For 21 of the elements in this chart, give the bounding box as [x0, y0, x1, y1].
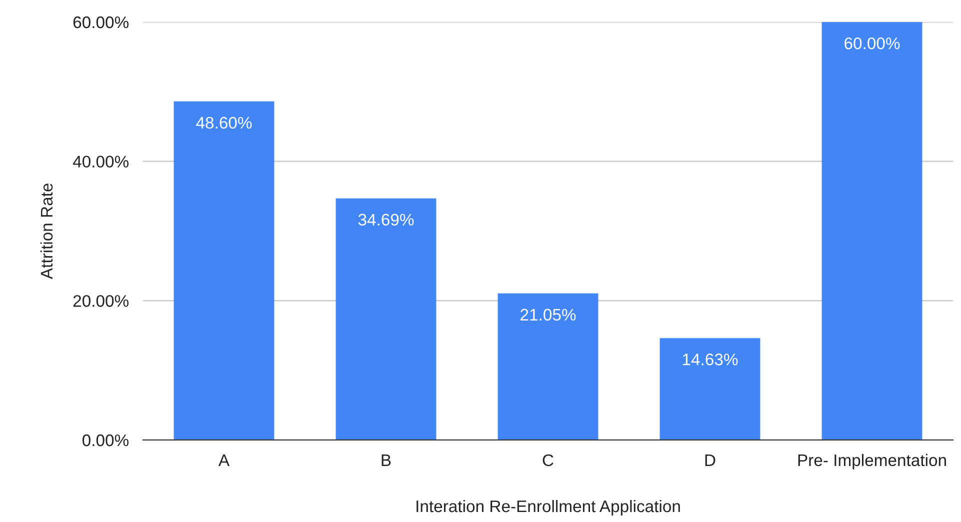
x-tick-label: A: [218, 454, 230, 466]
y-tick-label: 0.00%: [82, 434, 129, 446]
y-tick-label: 60.00%: [73, 16, 129, 28]
data-label: 14.63%: [683, 354, 738, 366]
data-label: 48.60%: [196, 116, 252, 129]
bar: [336, 198, 436, 440]
y-tick-label: 40.00%: [72, 156, 129, 168]
bar: [660, 338, 760, 440]
data-label: 34.69%: [358, 214, 414, 226]
x-axis-title: Interation Re-Enrollment Application: [416, 500, 680, 516]
x-tick-label: Pre- Implementation: [798, 454, 946, 470]
bar: [174, 101, 274, 440]
data-label: 60.00%: [844, 37, 900, 50]
bar: [822, 22, 922, 440]
bar: [498, 293, 598, 440]
data-label: 21.05%: [520, 308, 576, 321]
y-tick-label: 20.00%: [73, 295, 129, 307]
x-tick-label: B: [382, 454, 391, 466]
y-axis-title: Attrition Rate: [40, 184, 53, 280]
x-tick-label: C: [542, 454, 554, 466]
x-tick-label: D: [705, 454, 716, 466]
